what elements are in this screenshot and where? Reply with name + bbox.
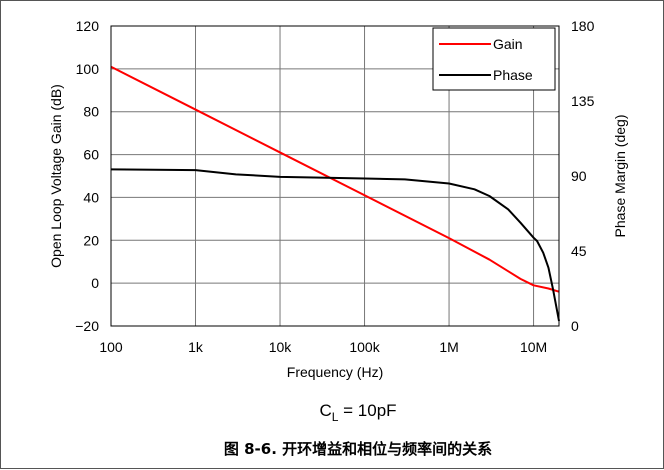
legend: Gain Phase	[432, 27, 556, 91]
figure-caption: 图 8-6. 开环增益和相位与频率间的关系	[224, 440, 492, 458]
y-tick-label: 40	[83, 189, 99, 205]
legend-label-phase: Phase	[493, 67, 533, 83]
y-tick-label: 100	[76, 61, 100, 77]
load-capacitance-condition: CL = 10pF	[319, 401, 396, 424]
y-tick-label: 0	[91, 275, 99, 291]
x-tick-label: 100	[99, 339, 123, 355]
y-tick-label: 120	[76, 18, 100, 34]
condition-subscript: L	[332, 410, 339, 424]
y2-tick-label: 135	[571, 93, 595, 109]
legend-box	[432, 27, 556, 91]
x-axis-label: Frequency (Hz)	[287, 364, 383, 380]
condition-value: = 10pF	[338, 401, 396, 420]
y2-tick-label: 90	[571, 168, 587, 184]
phase-curve	[110, 168, 560, 322]
y-tick-label: 20	[83, 232, 99, 248]
gain-curve	[110, 65, 560, 293]
y2-tick-label: 0	[571, 318, 579, 334]
x-tick-label: 1k	[188, 339, 204, 355]
x-tick-label: 1M	[439, 339, 458, 355]
y-tick-label: −20	[75, 318, 99, 334]
tick-labels: 100 1k 10k 100k 1M 10M −20 0 20 40 60 80 100 120 0 45 90…	[75, 18, 594, 355]
y-tick-label: 80	[83, 104, 99, 120]
y2-tick-label: 45	[571, 243, 587, 259]
x-tick-label: 10k	[269, 339, 293, 355]
y2-axis-label: Phase Margin (deg)	[612, 115, 628, 238]
y2-tick-label: 180	[571, 18, 595, 34]
series-curves	[110, 65, 560, 322]
y-tick-label: 60	[83, 147, 99, 163]
x-tick-label: 100k	[349, 339, 380, 355]
condition-symbol: C	[319, 401, 331, 420]
legend-label-gain: Gain	[493, 36, 523, 52]
plot-border	[110, 25, 560, 327]
y-axis-label: Open Loop Voltage Gain (dB)	[48, 84, 64, 268]
x-tick-label: 10M	[520, 339, 547, 355]
